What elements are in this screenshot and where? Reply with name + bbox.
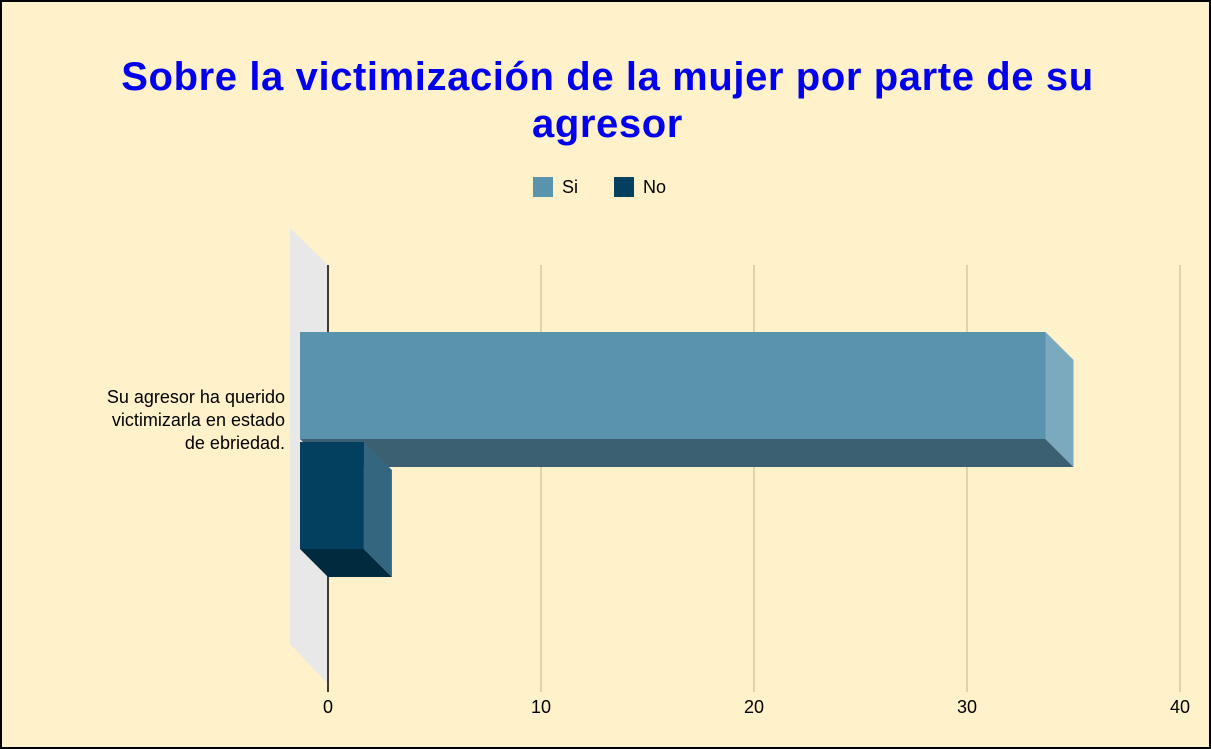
legend-label: Si bbox=[562, 177, 578, 197]
x-tick-label: 10 bbox=[531, 697, 551, 717]
legend-swatch bbox=[614, 177, 635, 197]
category-label: Su agresor ha querido victimizarla en es… bbox=[106, 387, 285, 453]
bar bbox=[300, 332, 1074, 467]
x-tick-label: 0 bbox=[323, 697, 333, 717]
bar-side bbox=[363, 442, 392, 577]
bar-front bbox=[300, 442, 364, 549]
bar-bottom bbox=[300, 439, 1074, 467]
x-tick-label: 20 bbox=[744, 697, 764, 717]
bar-side bbox=[1045, 332, 1074, 467]
bar-bottom bbox=[300, 549, 392, 577]
legend-label: No bbox=[643, 177, 666, 197]
bar bbox=[300, 442, 392, 577]
legend-swatch bbox=[533, 177, 553, 197]
chart-title: Sobre la victimización de la mujer por p… bbox=[121, 55, 1094, 146]
x-tick-label: 40 bbox=[1170, 697, 1190, 717]
bar-front bbox=[300, 332, 1046, 439]
x-tick-label: 30 bbox=[957, 697, 977, 717]
